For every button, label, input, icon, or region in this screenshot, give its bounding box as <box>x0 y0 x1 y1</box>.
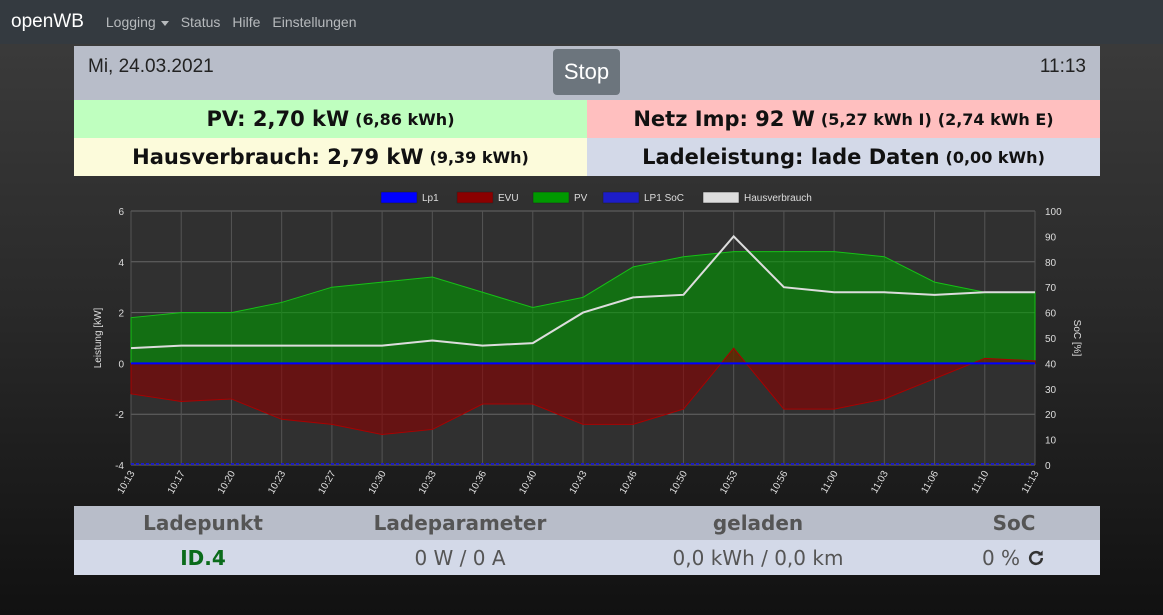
y-tick-label: 2 <box>118 309 124 320</box>
legend-label: Lp1 <box>422 193 439 204</box>
pv-value: PV: 2,70 kW <box>206 107 350 131</box>
y2-tick-label: 50 <box>1045 334 1057 345</box>
y-tick-label: 0 <box>118 359 124 370</box>
ladepunkt-table-header: Ladepunkt Ladeparameter geladen SoC <box>74 506 1100 540</box>
x-tick-label: 11:10 <box>970 469 992 496</box>
pv-series <box>130 251 1036 364</box>
pv-energy: (6,86 kWh) <box>355 109 455 129</box>
header-row: Mi, 24.03.2021 Stop 11:13 <box>74 46 1100 100</box>
date-display: Mi, 24.03.2021 <box>88 56 214 77</box>
navbar: openWB Logging Status Hilfe Einstellunge… <box>0 0 1163 44</box>
table-row: ID.4 0 W / 0 A 0,0 kWh / 0,0 km 0 % <box>74 540 1100 575</box>
y2-tick-label: 10 <box>1045 436 1057 447</box>
ladeleistung-energy: (0,00 kWh) <box>945 147 1045 167</box>
y2-tick-label: 80 <box>1045 258 1057 269</box>
ladeleistung-cell: Ladeleistung: lade Daten (0,00 kWh) <box>587 138 1100 176</box>
hausverbrauch-series <box>130 234 1035 350</box>
y2-tick-label: 100 <box>1045 207 1062 218</box>
netz-import-energy: (5,27 kWh I) <box>820 109 932 129</box>
caret-down-icon <box>160 20 169 26</box>
ladepunkt-name[interactable]: ID.4 <box>180 545 226 570</box>
brand-logo[interactable]: openWB <box>11 11 84 32</box>
x-tick-label: 10:53 <box>718 469 740 497</box>
y-axis-label: Leistung [kW] <box>93 307 104 368</box>
netz-cell: Netz Imp: 92 W (5,27 kWh I) (2,74 kWh E) <box>587 100 1100 138</box>
geladen-value: 0,0 kWh / 0,0 km <box>672 545 844 570</box>
x-tick-label: 11:00 <box>819 469 841 496</box>
nav-status[interactable]: Status <box>180 14 221 30</box>
legend-swatch <box>532 191 570 204</box>
x-tick-label: 10:36 <box>467 469 489 497</box>
nav-hilfe[interactable]: Hilfe <box>232 14 261 30</box>
soc-value: 0 % <box>981 545 1021 570</box>
legend-label: Hausverbrauch <box>744 193 812 204</box>
hausverbrauch-energy: (9,39 kWh) <box>429 147 529 167</box>
nav-logging[interactable]: Logging <box>106 14 169 30</box>
x-tick-label: 11:06 <box>919 469 941 496</box>
col-ladepunkt: Ladepunkt <box>143 511 263 535</box>
y-tick-label: 6 <box>118 207 124 218</box>
y2-tick-label: 20 <box>1045 410 1057 421</box>
pv-cell: PV: 2,70 kW (6,86 kWh) <box>74 100 587 138</box>
hausverbrauch-value: Hausverbrauch: 2,79 kW <box>132 145 424 169</box>
soc-cell: 0 % <box>928 540 1100 575</box>
y2-tick-label: 90 <box>1045 232 1057 243</box>
summary-panel: PV: 2,70 kW (6,86 kWh) Netz Imp: 92 W (5… <box>74 100 1100 176</box>
col-ladeparameter: Ladeparameter <box>373 511 547 535</box>
x-tick-label: 10:56 <box>768 469 790 497</box>
x-tick-label: 10:40 <box>517 469 539 497</box>
y2-tick-label: 40 <box>1045 359 1057 370</box>
ladeparameter-value: 0 W / 0 A <box>414 545 506 570</box>
power-chart: -4 -2 0 2 4 6 10:13 10:17 10:20 10:23 10:27 10:30 10… <box>74 182 1100 502</box>
x-tick-label: 10:23 <box>266 469 288 497</box>
y-tick-label: -2 <box>115 410 124 421</box>
hausverbrauch-cell: Hausverbrauch: 2,79 kW (9,39 kWh) <box>74 138 587 176</box>
x-tick-label: 11:13 <box>1020 469 1042 496</box>
x-tick-label: 11:03 <box>869 469 891 496</box>
col-soc: SoC <box>992 511 1036 535</box>
col-geladen: geladen <box>712 511 804 535</box>
x-tick-label: 10:50 <box>668 469 690 497</box>
legend-swatch <box>456 191 494 204</box>
legend-label: LP1 SoC <box>644 193 684 204</box>
x-tick-label: 10:17 <box>166 469 188 497</box>
ladeleistung-value: Ladeleistung: lade Daten <box>642 145 940 169</box>
x-tick-label: 10:13 <box>116 469 138 497</box>
y2-tick-label: 60 <box>1045 309 1057 320</box>
x-tick-label: 10:46 <box>618 469 640 497</box>
stop-button[interactable]: Stop <box>553 49 620 95</box>
nav-einstellungen[interactable]: Einstellungen <box>272 14 357 30</box>
legend-swatch <box>702 191 740 204</box>
legend-label: PV <box>574 193 588 204</box>
legend-swatch <box>602 191 640 204</box>
time-display: 11:13 <box>1039 56 1086 77</box>
x-tick-label: 10:20 <box>216 469 238 497</box>
y2-tick-label: 70 <box>1045 283 1057 294</box>
x-tick-label: 10:43 <box>568 469 590 497</box>
netz-export-energy: (2,74 kWh E) <box>937 109 1054 129</box>
evu-series <box>130 347 1036 436</box>
x-tick-label: 10:30 <box>367 469 389 497</box>
legend-swatch <box>380 191 418 204</box>
netz-value: Netz Imp: 92 W <box>633 107 815 131</box>
legend-label: EVU <box>498 193 519 204</box>
y-tick-label: -4 <box>115 461 124 472</box>
nav-logging-label: Logging <box>105 14 156 30</box>
x-tick-label: 10:33 <box>417 469 439 497</box>
y-tick-label: 4 <box>118 258 124 269</box>
y2-tick-label: 0 <box>1045 461 1051 472</box>
y2-axis-label: SoC [%] <box>1071 320 1082 357</box>
y2-tick-label: 30 <box>1045 385 1057 396</box>
refresh-icon[interactable] <box>1026 548 1046 568</box>
x-tick-label: 10:27 <box>316 469 338 497</box>
chart-svg: -4 -2 0 2 4 6 10:13 10:17 10:20 10:23 10:27 10:30 10… <box>93 191 1082 497</box>
